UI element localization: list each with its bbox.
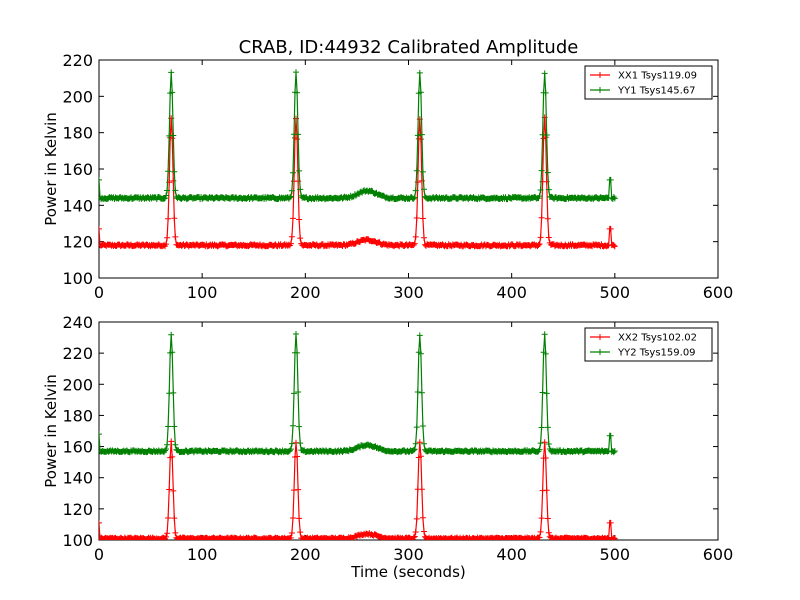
x-tick-label: 400 — [496, 283, 527, 302]
legend-marker — [597, 334, 603, 340]
series-xx1 — [99, 114, 618, 250]
series-markers — [99, 114, 618, 250]
y-tick-label: 240 — [62, 313, 93, 332]
x-tick-label: 600 — [703, 545, 734, 564]
legend-box — [584, 327, 713, 362]
x-axis-label: Time (seconds) — [350, 563, 466, 581]
x-tick-label: 400 — [496, 545, 527, 564]
series-yy1 — [99, 69, 618, 203]
y-tick-label: 200 — [62, 87, 93, 106]
legend-marker — [597, 72, 603, 78]
y-tick-label: 220 — [62, 51, 93, 70]
y-axis-label: Power in Kelvin — [42, 112, 60, 226]
chart-panel-2: 0 100 200 300 400 500 600100120140160180200220… — [42, 313, 733, 581]
series-xx2 — [99, 438, 618, 540]
y-tick-label: 120 — [62, 233, 93, 252]
y-tick-label: 220 — [62, 344, 93, 363]
series-markers — [99, 69, 618, 203]
legend-entry: YY2 Tsys159.09 — [617, 348, 696, 359]
x-tick-label: 500 — [600, 283, 631, 302]
y-tick-label: 160 — [62, 160, 93, 179]
x-tick-label: 0 — [94, 545, 104, 564]
series-markers — [99, 331, 618, 456]
x-tick-label: 600 — [703, 283, 734, 302]
chart-title: CRAB, ID:44932 Calibrated Amplitude — [239, 37, 579, 58]
y-tick-label: 100 — [62, 531, 93, 550]
chart-panel-1: 0 100 200 300 400 500 600100120140160180200220… — [42, 37, 733, 302]
y-tick-label: 120 — [62, 500, 93, 519]
x-tick-label: 200 — [290, 545, 321, 564]
x-tick-label: 0 — [94, 283, 104, 302]
y-tick-label: 180 — [62, 124, 93, 143]
legend-entry: XX1 Tsys119.09 — [618, 71, 697, 82]
series-yy2 — [99, 331, 618, 456]
legend-box — [584, 65, 713, 100]
y-tick-label: 140 — [62, 469, 93, 488]
y-tick-label: 100 — [62, 269, 93, 288]
series-markers — [99, 438, 618, 540]
x-tick-label: 100 — [187, 545, 218, 564]
x-tick-label: 100 — [187, 283, 218, 302]
x-tick-label: 500 — [600, 545, 631, 564]
y-axis-label: Power in Kelvin — [42, 374, 60, 488]
legend: XX2 Tsys102.02 YY2 Tsys159.09 — [584, 327, 713, 362]
legend: XX1 Tsys119.09 YY1 Tsys145.67 — [584, 65, 713, 100]
x-tick-label: 200 — [290, 283, 321, 302]
legend-entry: XX2 Tsys102.02 — [618, 333, 697, 344]
legend-entry: YY1 Tsys145.67 — [617, 86, 696, 97]
x-tick-label: 300 — [393, 545, 424, 564]
y-tick-label: 180 — [62, 406, 93, 425]
x-tick-label: 300 — [393, 283, 424, 302]
legend-marker — [597, 349, 603, 355]
y-tick-label: 140 — [62, 196, 93, 215]
y-tick-label: 160 — [62, 438, 93, 457]
y-tick-label: 200 — [62, 375, 93, 394]
legend-marker — [597, 87, 603, 93]
